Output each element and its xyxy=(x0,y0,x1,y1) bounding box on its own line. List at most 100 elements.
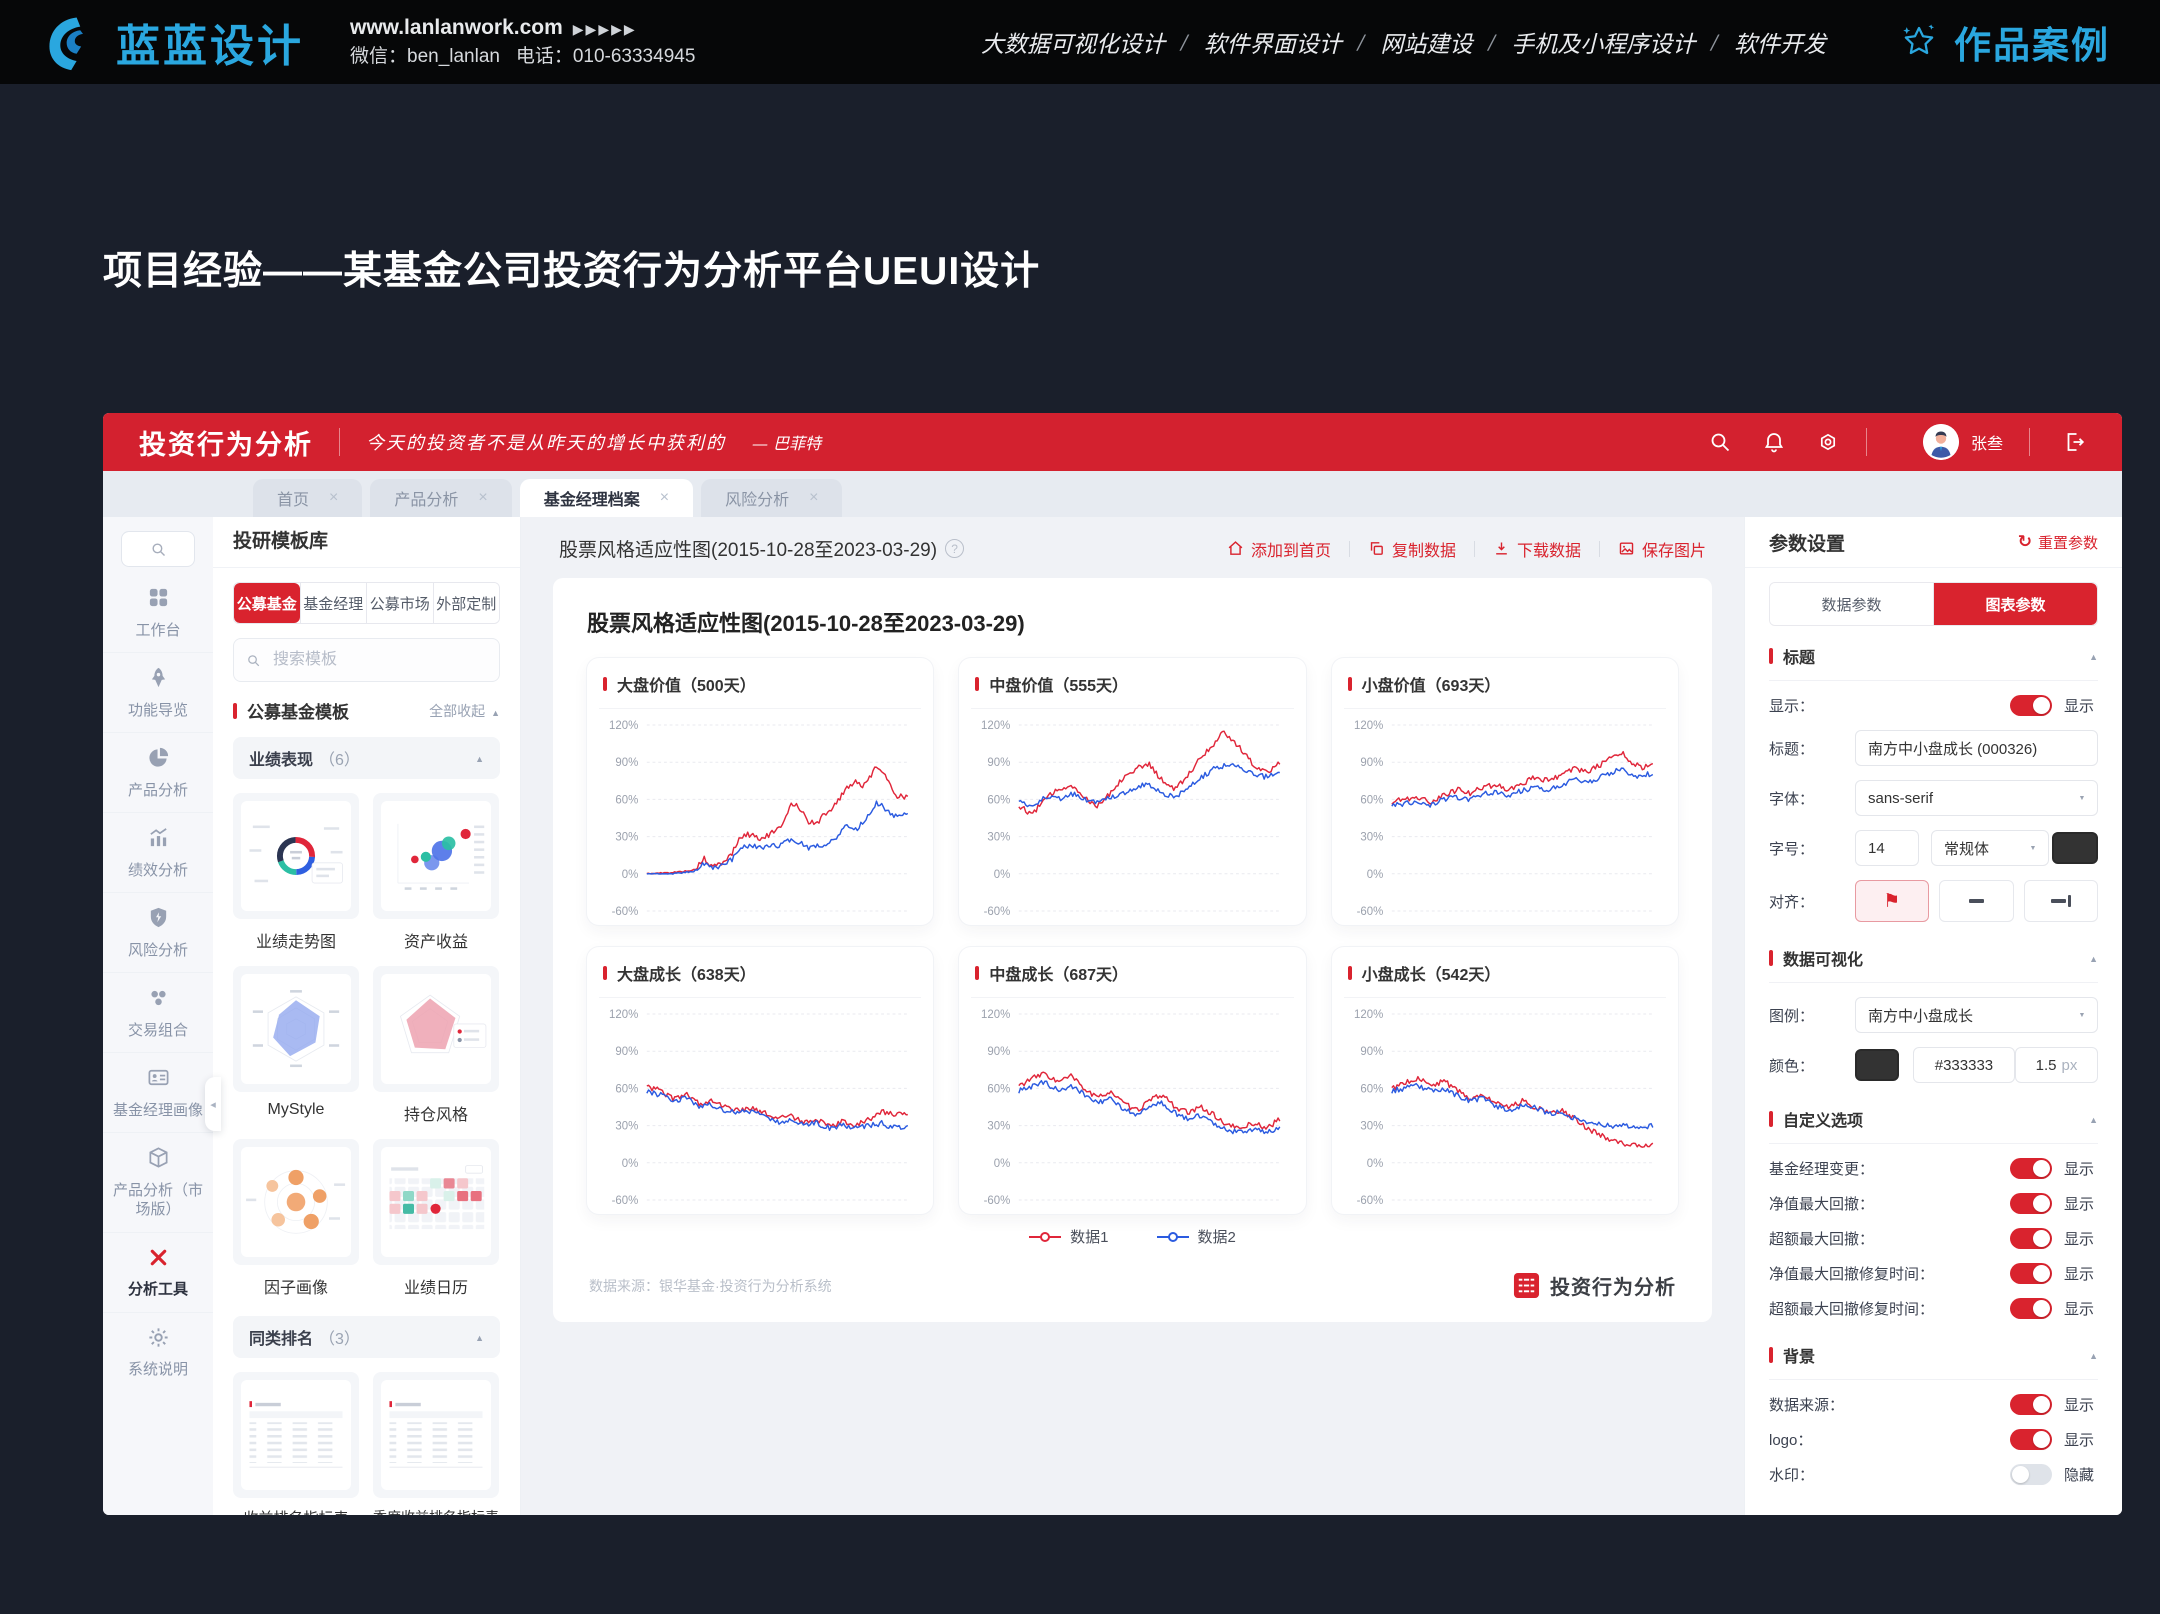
display-toggle[interactable] xyxy=(2010,1193,2052,1214)
font-color-swatch[interactable] xyxy=(2052,832,2098,864)
template-thumbnail-mystyle[interactable]: MyStyle xyxy=(233,966,359,1125)
sidebar-item-trade-portfolio[interactable]: 交易组合 xyxy=(103,972,213,1052)
watermark-toggle[interactable] xyxy=(2010,1464,2052,1485)
tab-chart-params[interactable]: 图表参数 xyxy=(1933,583,2097,625)
logout-icon[interactable] xyxy=(2062,430,2086,454)
section-title-header[interactable]: 标题 xyxy=(1769,644,2098,668)
tab-fund-manager[interactable]: 基金经理 xyxy=(299,583,366,623)
calendar-thumb-image xyxy=(389,1165,485,1230)
template-thumbnail-asset-return[interactable]: 资产收益 xyxy=(373,793,499,952)
user-name[interactable]: 张叁 xyxy=(1970,436,2003,453)
template-thumbnail-trend[interactable]: 业绩走势图 xyxy=(233,793,359,952)
tab-close-icon[interactable]: × xyxy=(809,489,819,506)
chart-tile-small-cap-value[interactable]: 小盘价值（693天） 120% 90% 60% 30% 0% -60% xyxy=(1331,658,1678,925)
font-select[interactable]: sans-serif xyxy=(1855,780,2098,816)
search-icon xyxy=(248,654,260,666)
tab-public-fund[interactable]: 公募基金 xyxy=(234,583,300,623)
thumbnail-caption: 因子画像 xyxy=(263,1280,328,1297)
panel-collapse-handle[interactable]: ◂ xyxy=(205,1077,221,1131)
section-custom-header[interactable]: 自定义选项 xyxy=(1769,1107,2098,1131)
align-left-button[interactable] xyxy=(1855,880,1930,922)
sidebar-item-feature-tour[interactable]: 功能导览 xyxy=(103,652,213,732)
sidebar-search[interactable] xyxy=(121,531,195,567)
portfolio-link[interactable]: 作品案例 xyxy=(1898,15,2110,69)
sidebar-item-performance-analysis[interactable]: 绩效分析 xyxy=(103,812,213,892)
legend-item-series1[interactable]: 数据1 xyxy=(1029,1226,1109,1247)
bell-icon[interactable] xyxy=(1762,430,1786,454)
line-width-input[interactable]: 1.5 px xyxy=(2014,1047,2098,1083)
sidebar-item-system-help[interactable]: 系统说明 xyxy=(103,1311,213,1392)
tab-data-params[interactable]: 数据参数 xyxy=(1770,583,1933,625)
chart-tile-small-cap-growth[interactable]: 小盘成长（542天） 120% 90% 60% 30% 0% -60% xyxy=(1331,947,1678,1214)
chart-tile-mid-cap-growth[interactable]: 中盘成长（687天） 120% 90% 60% 30% 0% -60% xyxy=(959,947,1306,1214)
group-header-peer-ranking[interactable]: 同类排名 （3） xyxy=(233,1316,500,1358)
align-center-button[interactable] xyxy=(1939,880,2014,922)
lanlan-logo[interactable]: 蓝蓝设计 xyxy=(44,10,304,74)
font-weight-select[interactable]: 常规体 xyxy=(1931,830,2049,866)
display-toggle[interactable] xyxy=(2010,1263,2052,1284)
chart-tile-title: 大盘成长（638天） xyxy=(617,967,756,984)
template-thumbnail-holding-style[interactable]: 持仓风格 xyxy=(373,966,499,1125)
legend-select[interactable]: 南方中小盘成长 xyxy=(1855,997,2098,1033)
tab-external-custom[interactable]: 外部定制 xyxy=(432,583,499,623)
avatar[interactable] xyxy=(1922,424,1959,460)
svg-text:0%: 0% xyxy=(622,1157,639,1170)
chart-tile-large-cap-growth[interactable]: 大盘成长（638天） 120% 90% 60% 30% 0% -60% xyxy=(587,947,934,1214)
field-label: 图例： xyxy=(1769,1007,1815,1025)
nav-item-mobile[interactable]: 手机及小程序设计 xyxy=(1511,32,1696,58)
font-size-input[interactable]: 14 xyxy=(1855,830,1919,866)
template-search-input[interactable] xyxy=(270,650,487,670)
reset-params-button[interactable]: 重置参数 xyxy=(2018,532,2098,553)
section-background-header[interactable]: 背景 xyxy=(1769,1343,2098,1367)
nav-item-software-ui[interactable]: 软件界面设计 xyxy=(1203,32,1342,58)
line-color-swatch[interactable] xyxy=(1855,1049,1899,1081)
nav-item-bigdata[interactable]: 大数据可视化设计 xyxy=(981,32,1165,58)
display-toggle[interactable] xyxy=(2010,1228,2052,1249)
sidebar-item-product-analysis[interactable]: 产品分析 xyxy=(103,732,213,812)
nav-item-dev[interactable]: 软件开发 xyxy=(1734,32,1826,58)
sidebar-item-product-analysis-market[interactable]: 产品分析（市场版） xyxy=(103,1132,213,1232)
sidebar-item-analysis-tools[interactable]: 分析工具 xyxy=(103,1231,213,1312)
tab-public-market[interactable]: 公募市场 xyxy=(366,583,433,623)
collapse-all-button[interactable]: 全部收起 xyxy=(429,701,500,721)
tab-fund-manager-profile[interactable]: 基金经理档案 × xyxy=(519,479,694,517)
display-toggle[interactable] xyxy=(2010,1298,2052,1319)
template-thumbnail-return-ranking-table[interactable]: 收益排名指标表 xyxy=(233,1372,359,1515)
title-input[interactable]: 南方中小盘成长 (000326) xyxy=(1855,730,2098,766)
add-to-home-button[interactable]: 添加到首页 xyxy=(1227,537,1331,561)
group-header-performance[interactable]: 业绩表现 （6） xyxy=(233,737,500,779)
template-thumbnail-performance-calendar[interactable]: 业绩日历 xyxy=(373,1139,499,1298)
sidebar-item-workbench[interactable]: 工作台 xyxy=(103,573,213,652)
group-name: 业绩表现 xyxy=(249,752,314,769)
site-url[interactable]: www.lanlanwork.com xyxy=(350,16,563,39)
tab-close-icon[interactable]: × xyxy=(659,489,670,506)
legend-item-series2[interactable]: 数据2 xyxy=(1156,1226,1236,1247)
color-hex-input[interactable]: #333333 xyxy=(1912,1047,2015,1083)
download-data-button[interactable]: 下载数据 xyxy=(1493,537,1581,561)
template-thumbnail-quarterly-ranking-table[interactable]: 季度收益排名指标表 xyxy=(373,1372,499,1515)
copy-data-button[interactable]: 复制数据 xyxy=(1368,537,1456,561)
chart-tile-title: 中盘成长（687天） xyxy=(989,967,1129,984)
template-search-box[interactable] xyxy=(233,638,500,682)
search-icon[interactable] xyxy=(1708,430,1732,454)
align-right-button[interactable] xyxy=(2023,880,2098,922)
chart-tile-mid-cap-value[interactable]: 中盘价值（555天） 120% 90% 60% 30% 0% -60% xyxy=(959,658,1306,925)
chart-tile-large-cap-value[interactable]: 大盘价值（500天） 120% 90% 60% 30% 0% -60% xyxy=(587,658,934,925)
tab-product-analysis[interactable]: 产品分析 × xyxy=(370,479,512,517)
tab-close-icon[interactable]: × xyxy=(478,489,488,506)
save-image-button[interactable]: 保存图片 xyxy=(1618,537,1706,561)
sidebar-item-risk-analysis[interactable]: 风险分析 xyxy=(103,892,213,972)
sidebar-item-manager-portrait[interactable]: 基金经理画像 xyxy=(103,1052,213,1132)
tab-risk-analysis[interactable]: 风险分析 × xyxy=(701,479,843,517)
nav-item-website[interactable]: 网站建设 xyxy=(1380,32,1473,58)
template-thumbnail-factor-portrait[interactable]: 因子画像 xyxy=(233,1139,359,1298)
settings-gear-icon[interactable] xyxy=(1816,430,1840,454)
info-icon[interactable]: ? xyxy=(945,539,965,558)
display-toggle[interactable] xyxy=(2010,1394,2052,1415)
section-dataviz-header[interactable]: 数据可视化 xyxy=(1769,946,2098,970)
display-toggle[interactable] xyxy=(2010,695,2052,716)
tab-home[interactable]: 首页 × xyxy=(253,479,363,517)
display-toggle[interactable] xyxy=(2010,1429,2052,1450)
tab-close-icon[interactable]: × xyxy=(329,489,339,506)
display-toggle[interactable] xyxy=(2010,1158,2052,1179)
